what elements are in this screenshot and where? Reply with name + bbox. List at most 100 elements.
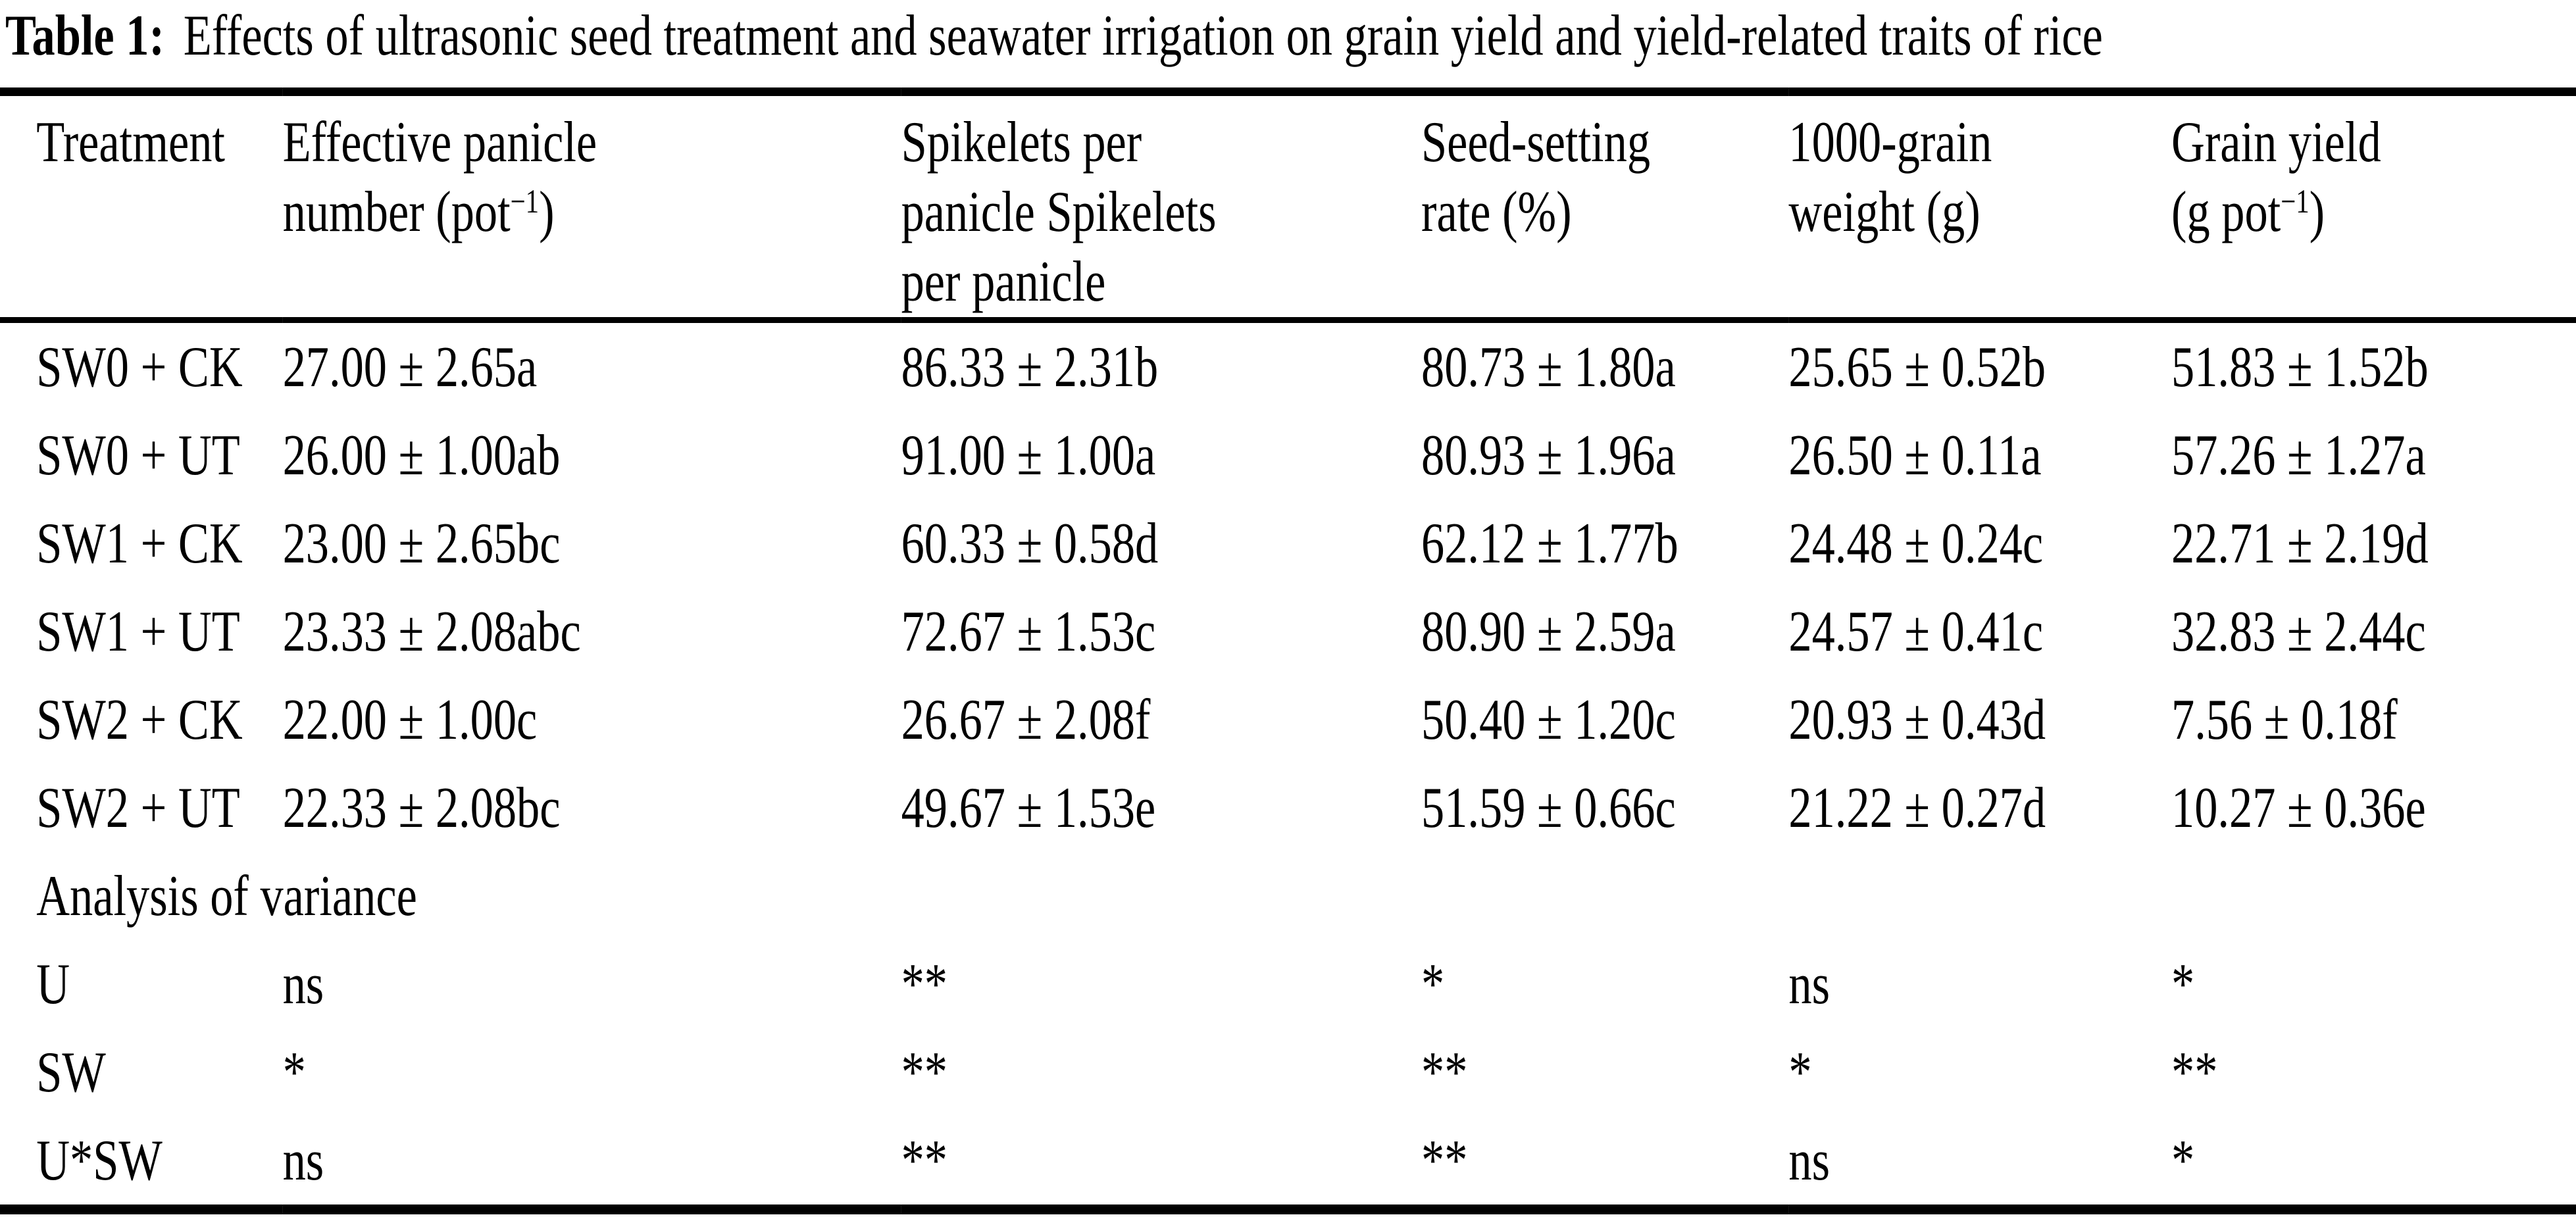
data-table: Treatment Effective panicle number (pot−…: [0, 87, 2576, 1214]
value-cell: 57.26 ± 1.27a: [2171, 423, 2426, 487]
header-text: rate (%): [1421, 180, 1572, 244]
significance-cell: ns: [282, 1128, 324, 1193]
value-cell: 23.00 ± 2.65bc: [282, 511, 561, 576]
value-cell: 22.33 ± 2.08bc: [282, 776, 561, 840]
significance-cell: *: [2171, 952, 2195, 1016]
significance-cell: **: [2171, 1040, 2218, 1105]
header-line: Grain yield: [2171, 108, 2576, 178]
header-line: panicle Spikelets: [901, 178, 1421, 247]
header-text: panicle Spikelets: [901, 180, 1217, 244]
anova-factor-cell: U*SW: [36, 1128, 163, 1193]
value-cell: 80.73 ± 1.80a: [1421, 335, 1676, 399]
significance-cell: *: [2171, 1128, 2195, 1193]
treatment-cell: SW1 + UT: [36, 599, 240, 664]
anova-factor-cell: SW: [36, 1040, 106, 1105]
significance-cell: ns: [282, 952, 324, 1016]
column-header-spikelets-per-panicle: Spikelets per panicle Spikelets per pani…: [901, 92, 1421, 320]
value-cell: 24.48 ± 0.24c: [1788, 511, 2044, 576]
header-text: Effective panicle: [282, 111, 597, 174]
significance-cell: **: [1421, 1128, 1468, 1193]
table-row-sw2-ut: SW2 + UT 22.33 ± 2.08bc 49.67 ± 1.53e 51…: [0, 764, 2576, 852]
header-line: weight (g): [1788, 178, 2171, 247]
anova-row-u: U ns ** * ns *: [0, 940, 2576, 1028]
treatment-cell: SW0 + UT: [36, 423, 240, 487]
value-cell: 22.71 ± 2.19d: [2171, 511, 2429, 576]
value-cell: 25.65 ± 0.52b: [1788, 335, 2046, 399]
header-line: number (pot−1): [283, 178, 901, 255]
column-header-effective-panicle-number: Effective panicle number (pot−1): [283, 92, 901, 320]
treatment-cell: SW2 + CK: [36, 687, 243, 752]
value-cell: 26.67 ± 2.08f: [901, 687, 1151, 752]
table-row-sw2-ck: SW2 + CK 22.00 ± 1.00c 26.67 ± 2.08f 50.…: [0, 676, 2576, 764]
anova-row-sw: SW * ** ** * **: [0, 1028, 2576, 1116]
header-text: Seed-setting: [1421, 111, 1651, 174]
header-text: Treatment: [36, 111, 225, 174]
column-header-1000-grain-weight: 1000-grain weight (g): [1788, 92, 2171, 320]
header-line: 1000-grain: [1788, 108, 2171, 178]
anova-section-row: Analysis of variance: [0, 852, 2576, 940]
value-cell: 24.57 ± 0.41c: [1788, 599, 2044, 664]
value-cell: 60.33 ± 0.58d: [901, 511, 1159, 576]
superscript: −1: [2281, 183, 2310, 220]
treatment-cell: SW1 + CK: [36, 511, 243, 576]
value-cell: 20.93 ± 0.43d: [1788, 687, 2046, 752]
significance-cell: *: [1421, 952, 1445, 1016]
significance-cell: ns: [1788, 1128, 1830, 1193]
table-caption-text: Effects of ultrasonic seed treatment and…: [183, 4, 2103, 68]
header-text: ): [2309, 180, 2325, 244]
header-text: ): [539, 180, 555, 244]
value-cell: 86.33 ± 2.31b: [901, 335, 1159, 399]
value-cell: 26.50 ± 0.11a: [1788, 423, 2042, 487]
value-cell: 49.67 ± 1.53e: [901, 776, 1156, 840]
value-cell: 62.12 ± 1.77b: [1421, 511, 1679, 576]
value-cell: 22.00 ± 1.00c: [282, 687, 538, 752]
treatment-cell: SW0 + CK: [36, 335, 243, 399]
anova-factor-cell: U: [36, 952, 70, 1016]
header-line: Seed-setting: [1421, 108, 1788, 178]
value-cell: 7.56 ± 0.18f: [2171, 687, 2398, 752]
anova-row-u-sw: U*SW ns ** ** ns *: [0, 1116, 2576, 1210]
header-text: Spikelets per: [901, 111, 1142, 174]
value-cell: 91.00 ± 1.00a: [901, 423, 1156, 487]
value-cell: 21.22 ± 0.27d: [1788, 776, 2046, 840]
table-caption: Table 1: Effects of ultrasonic seed treat…: [0, 0, 2576, 87]
anova-section-label: Analysis of variance: [36, 864, 417, 928]
header-text: per panicle: [901, 250, 1106, 314]
treatment-cell: SW2 + UT: [36, 776, 240, 840]
header-line: Spikelets per: [901, 108, 1421, 178]
value-cell: 32.83 ± 2.44c: [2171, 599, 2426, 664]
superscript: −1: [510, 183, 540, 220]
header-text: weight (g): [1788, 180, 1981, 244]
header-text: number (pot: [282, 180, 511, 244]
table-row-sw0-ut: SW0 + UT 26.00 ± 1.00ab 91.00 ± 1.00a 80…: [0, 411, 2576, 499]
column-header-grain-yield: Grain yield (g pot−1): [2171, 92, 2576, 320]
value-cell: 80.93 ± 1.96a: [1421, 423, 1676, 487]
value-cell: 10.27 ± 0.36e: [2171, 776, 2426, 840]
significance-cell: **: [901, 1040, 947, 1105]
header-text: 1000-grain: [1788, 111, 1992, 174]
value-cell: 72.67 ± 1.53c: [901, 599, 1156, 664]
header-line: rate (%): [1421, 178, 1788, 247]
significance-cell: **: [901, 952, 947, 1016]
value-cell: 26.00 ± 1.00ab: [282, 423, 561, 487]
column-header-seed-setting-rate: Seed-setting rate (%): [1421, 92, 1788, 320]
header-text: Grain yield: [2171, 111, 2381, 174]
value-cell: 51.83 ± 1.52b: [2171, 335, 2429, 399]
table-caption-label: Table 1:: [5, 4, 164, 68]
header-line: per panicle: [901, 247, 1421, 317]
value-cell: 23.33 ± 2.08abc: [282, 599, 581, 664]
significance-cell: *: [282, 1040, 306, 1105]
value-cell: 51.59 ± 0.66c: [1421, 776, 1676, 840]
value-cell: 50.40 ± 1.20c: [1421, 687, 1676, 752]
table-row-sw0-ck: SW0 + CK 27.00 ± 2.65a 86.33 ± 2.31b 80.…: [0, 320, 2576, 412]
column-header-treatment: Treatment: [0, 92, 283, 320]
header-text: (g pot: [2171, 180, 2281, 244]
value-cell: 27.00 ± 2.65a: [282, 335, 538, 399]
table-row-sw1-ut: SW1 + UT 23.33 ± 2.08abc 72.67 ± 1.53c 8…: [0, 587, 2576, 676]
significance-cell: **: [1421, 1040, 1468, 1105]
header-line: (g pot−1): [2171, 178, 2576, 255]
table-row-sw1-ck: SW1 + CK 23.00 ± 2.65bc 60.33 ± 0.58d 62…: [0, 499, 2576, 587]
header-line: Effective panicle: [283, 108, 901, 178]
value-cell: 80.90 ± 2.59a: [1421, 599, 1676, 664]
